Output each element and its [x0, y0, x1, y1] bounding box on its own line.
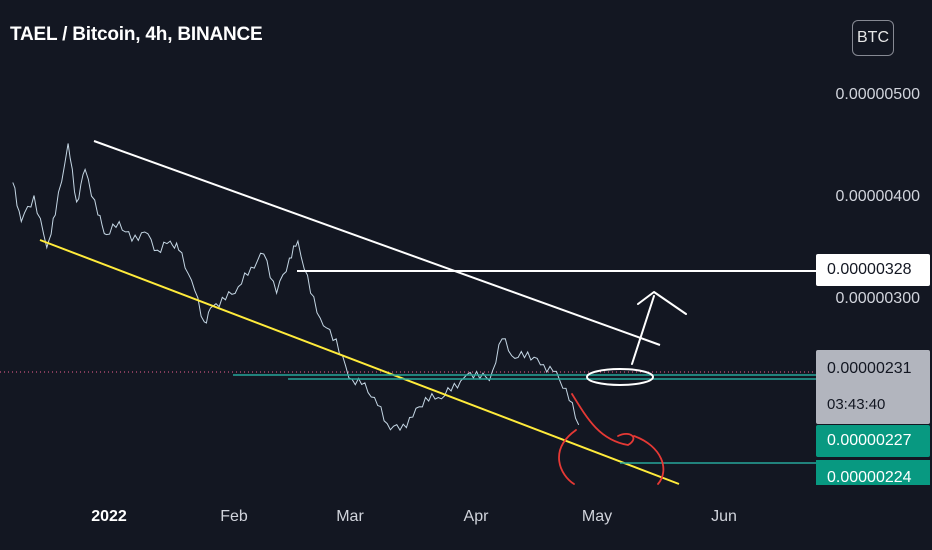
upper-trendline[interactable]: [93, 140, 661, 346]
time-tick: Feb: [220, 508, 248, 525]
last-price-label: 0.00000231: [827, 360, 912, 377]
time-tick: Mar: [336, 508, 364, 525]
resistance-price-label[interactable]: 0.00000328: [816, 254, 930, 286]
price-tick: 0.00000300: [835, 290, 920, 307]
price-tick: 0.00000500: [835, 86, 920, 103]
lower-trendline[interactable]: [39, 239, 680, 485]
price-series-line: [12, 143, 580, 432]
support-price-label-2[interactable]: 0.00000224: [816, 460, 930, 485]
price-axis[interactable]: 0.00000500 0.00000400 0.00000300: [816, 0, 932, 485]
bar-countdown-label: 03:43:40: [827, 396, 886, 413]
time-tick: 2022: [91, 508, 127, 525]
support-zone-ellipse[interactable]: [586, 368, 654, 386]
currency-button[interactable]: BTC: [852, 20, 894, 56]
time-tick: Jun: [711, 508, 737, 525]
time-tick: May: [581, 508, 613, 525]
time-tick: Apr: [463, 508, 489, 525]
up-arrow-annotation[interactable]: [631, 291, 687, 365]
support-price-label[interactable]: 0.00000227: [816, 425, 930, 457]
down-arrow-annotation[interactable]: [558, 393, 665, 485]
last-price-label-box[interactable]: [816, 350, 930, 424]
chart-title: TAEL / Bitcoin, 4h, BINANCE: [10, 24, 263, 45]
price-tick: 0.00000400: [835, 188, 920, 205]
